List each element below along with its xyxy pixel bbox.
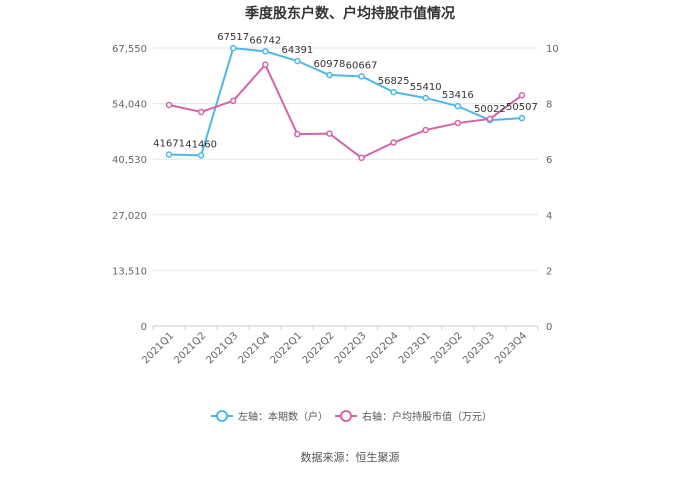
y-right-tick-label: 6 — [546, 155, 552, 166]
x-tick-label: 2021Q2 — [172, 330, 208, 366]
x-tick-label: 2022Q3 — [333, 330, 369, 366]
series-2-point — [294, 130, 301, 138]
y-right-tick-label: 4 — [546, 211, 552, 222]
chart-title: 季度股东户数、户均持股市值情况 — [244, 5, 455, 22]
data-label: 50022 — [474, 104, 506, 115]
data-label: 64391 — [281, 45, 313, 56]
series-1-point — [197, 152, 205, 159]
series-1-point — [262, 48, 269, 55]
data-label: 66742 — [249, 35, 281, 46]
series-2-point — [358, 154, 365, 162]
series-1-point — [422, 94, 429, 102]
y-left-tick-label: 40,530 — [112, 155, 147, 166]
x-tick-label: 2023Q2 — [429, 330, 465, 366]
series-1-point — [454, 102, 462, 110]
y-right-tick-label: 8 — [546, 100, 552, 111]
x-tick-label: 2022Q2 — [301, 330, 337, 366]
series-2-point — [390, 139, 397, 146]
data-label: 55410 — [410, 82, 442, 93]
source-note: 数据来源：恒生聚源 — [301, 450, 400, 464]
y-left-tick-label: 54,040 — [112, 100, 147, 111]
grid-layer — [153, 47, 538, 327]
x-tick-label: 2023Q3 — [461, 330, 497, 366]
series-2-point — [326, 130, 333, 137]
series-1-point — [326, 71, 333, 79]
data-label: 41460 — [185, 139, 217, 150]
series-2-point — [422, 126, 429, 134]
y-right-tick-label: 0 — [546, 322, 552, 333]
legend-item-right-axis[interactable]: 右轴：户均持股市值（万元） — [335, 410, 492, 423]
legend-label: 左轴：本期数（户） — [238, 410, 328, 423]
legend-label: 右轴：户均持股市值（万元） — [362, 410, 492, 423]
x-tick-label: 2023Q4 — [493, 330, 529, 366]
x-tick-label: 2021Q3 — [204, 330, 240, 366]
data-label: 60667 — [346, 60, 378, 71]
y-left-tick-label: 13,510 — [112, 266, 147, 277]
data-label: 53416 — [442, 90, 474, 101]
y-left-tick-label: 27,020 — [112, 211, 147, 222]
series-1-point — [165, 151, 173, 158]
axis-layer: 0 13,510 27,020 40,530 54,040 67,550 0 2 4 6 8 10 20… — [112, 44, 559, 366]
series-1-point — [518, 114, 526, 122]
legend-item-left-axis[interactable]: 左轴：本期数（户） — [211, 410, 328, 423]
series-2-point — [197, 108, 205, 116]
series-2-point — [454, 119, 462, 127]
x-tick-label: 2021Q1 — [140, 330, 176, 366]
series-1-point — [294, 57, 301, 65]
x-tick-label: 2022Q1 — [269, 330, 305, 366]
series-1-point — [358, 73, 365, 80]
y-left-tick-label: 67,550 — [112, 44, 147, 55]
series-2-point — [486, 115, 494, 123]
y-right-tick-label: 2 — [546, 266, 552, 277]
series-2-point — [262, 61, 269, 68]
series-1-point — [229, 44, 237, 52]
x-tick-label: 2021Q4 — [237, 330, 273, 366]
series-line-1 — [169, 47, 523, 157]
y-right-tick-label: 10 — [546, 44, 559, 55]
series-line-2 — [168, 63, 523, 159]
data-label: 41671 — [153, 139, 185, 150]
series-2-point — [229, 97, 237, 105]
data-label: 56825 — [378, 76, 410, 87]
data-label: 67517 — [217, 32, 249, 43]
x-tick-label: 2023Q1 — [397, 330, 433, 366]
series-2-point — [165, 101, 173, 109]
series-2-point — [518, 92, 526, 99]
y-left-tick-label: 0 — [141, 322, 147, 333]
series-layer — [165, 44, 526, 162]
data-label: 60978 — [314, 59, 346, 70]
series-1-point — [390, 88, 397, 96]
legend-swatch-marker — [216, 410, 228, 422]
x-tick-label: 2022Q4 — [365, 330, 401, 366]
legend: 左轴：本期数（户） 右轴：户均持股市值（万元） — [211, 410, 492, 423]
legend-swatch-marker — [340, 410, 352, 422]
data-label: 50507 — [506, 102, 538, 113]
